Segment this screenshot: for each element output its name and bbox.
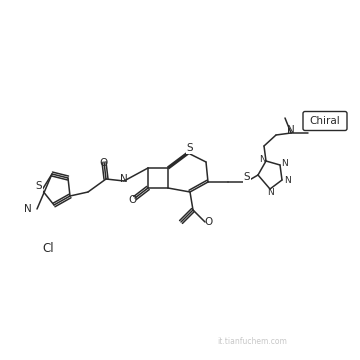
Text: N: N: [120, 174, 128, 184]
Text: N: N: [267, 188, 274, 197]
FancyBboxPatch shape: [303, 112, 347, 131]
Text: O: O: [129, 195, 137, 205]
Text: O: O: [99, 158, 107, 168]
Text: N: N: [260, 154, 266, 163]
Text: N: N: [24, 204, 32, 214]
Text: S: S: [244, 172, 250, 182]
Text: O: O: [205, 217, 213, 227]
Text: Chiral: Chiral: [310, 116, 340, 126]
Text: N: N: [287, 125, 295, 135]
Text: N: N: [285, 176, 291, 185]
Text: N: N: [282, 158, 288, 167]
Text: S: S: [187, 143, 193, 153]
Text: S: S: [36, 181, 42, 191]
Text: it.tianfuchem.com: it.tianfuchem.com: [217, 338, 287, 346]
Text: Cl: Cl: [42, 242, 54, 255]
